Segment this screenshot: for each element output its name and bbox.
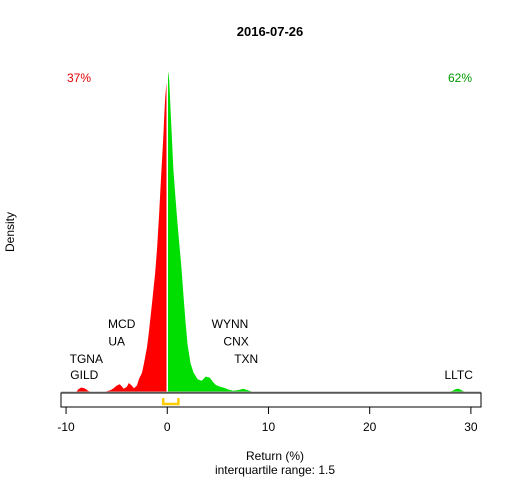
plot-frame (60, 392, 482, 408)
chart-title: 2016-07-26 (237, 24, 304, 39)
x-axis: -10 0 10 20 30 (57, 406, 478, 434)
x-tick-label: 20 (363, 420, 377, 434)
x-tick-label: -10 (57, 420, 75, 434)
annotation-lltc: LLTC (444, 368, 473, 382)
positive-density-area (167, 72, 465, 392)
annotation-cnx: CNX (223, 335, 248, 349)
y-axis-label: Density (3, 212, 17, 252)
x-tick-label: 0 (164, 420, 171, 434)
positive-share-label: 62% (448, 71, 472, 85)
x-axis-subtitle: interquartile range: 1.5 (215, 463, 335, 477)
annotation-ua: UA (108, 335, 125, 349)
x-tick-label: 30 (464, 420, 478, 434)
annotation-wynn: WYNN (212, 317, 249, 331)
annotation-tgna: TGNA (70, 352, 103, 366)
x-axis-label: Return (%) (246, 449, 304, 463)
annotation-mcd: MCD (108, 317, 136, 331)
ticker-annotations: MCD UA TGNA GILD WYNN CNX TXN LLTC (70, 317, 474, 382)
annotation-gild: GILD (70, 368, 98, 382)
negative-share-label: 37% (67, 71, 91, 85)
density-areas (61, 72, 481, 406)
iqr-bracket (161, 398, 180, 406)
negative-density-area (76, 78, 168, 393)
annotation-txn: TXN (234, 352, 258, 366)
x-tick-label: 10 (262, 420, 276, 434)
